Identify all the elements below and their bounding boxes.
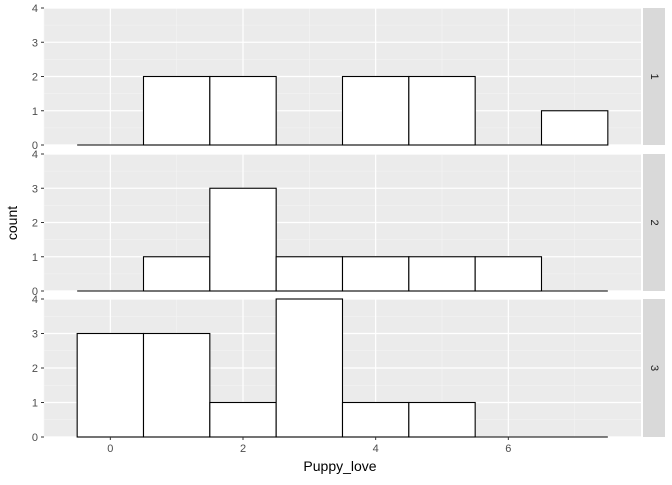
facet-strip-label: 2 bbox=[648, 219, 660, 225]
histogram-bar bbox=[209, 401, 277, 438]
y-tick-label: 1 bbox=[32, 252, 38, 264]
histogram-bar bbox=[142, 75, 211, 146]
histogram-bar bbox=[474, 256, 543, 292]
histogram-bar bbox=[209, 187, 277, 292]
y-tick-label: 2 bbox=[32, 218, 38, 230]
y-tick-label: 2 bbox=[32, 72, 38, 84]
y-axis-title: count bbox=[4, 206, 20, 240]
x-tick-label: 4 bbox=[373, 443, 379, 455]
facet-strip-label: 1 bbox=[648, 73, 660, 79]
histogram-bar bbox=[341, 401, 410, 438]
histogram-bar bbox=[142, 332, 211, 438]
y-tick-label: 2 bbox=[32, 363, 38, 375]
y-tick-label: 3 bbox=[32, 329, 38, 341]
y-tick-label: 4 bbox=[32, 149, 38, 161]
histogram-bar bbox=[408, 75, 476, 146]
histogram-bar bbox=[341, 75, 410, 146]
facet-strip bbox=[643, 8, 665, 145]
y-tick-label: 0 bbox=[32, 286, 38, 298]
y-tick-label: 3 bbox=[32, 183, 38, 195]
histogram-bar bbox=[408, 401, 476, 438]
y-tick-label: 4 bbox=[32, 3, 38, 15]
facet-strip bbox=[643, 299, 665, 437]
y-tick-label: 0 bbox=[32, 140, 38, 152]
histogram-bar bbox=[142, 256, 211, 292]
facet-strip-label: 3 bbox=[648, 365, 660, 371]
x-tick-label: 2 bbox=[240, 443, 246, 455]
y-tick-label: 4 bbox=[32, 294, 38, 306]
histogram-bar bbox=[209, 75, 277, 146]
histogram-bar bbox=[341, 256, 410, 292]
y-tick-label: 1 bbox=[32, 106, 38, 118]
histogram-bar bbox=[540, 110, 609, 146]
x-tick-label: 6 bbox=[505, 443, 511, 455]
x-axis-title: Puppy_love bbox=[303, 458, 376, 474]
histogram-bar bbox=[408, 256, 476, 292]
facet-strip bbox=[643, 154, 665, 291]
y-tick-label: 0 bbox=[32, 432, 38, 444]
x-tick-label: 0 bbox=[107, 443, 113, 455]
histogram-bar bbox=[76, 332, 145, 438]
y-tick-label: 3 bbox=[32, 37, 38, 49]
histogram-bar bbox=[275, 298, 344, 438]
y-tick-label: 1 bbox=[32, 398, 38, 410]
histogram-bar bbox=[275, 256, 344, 292]
